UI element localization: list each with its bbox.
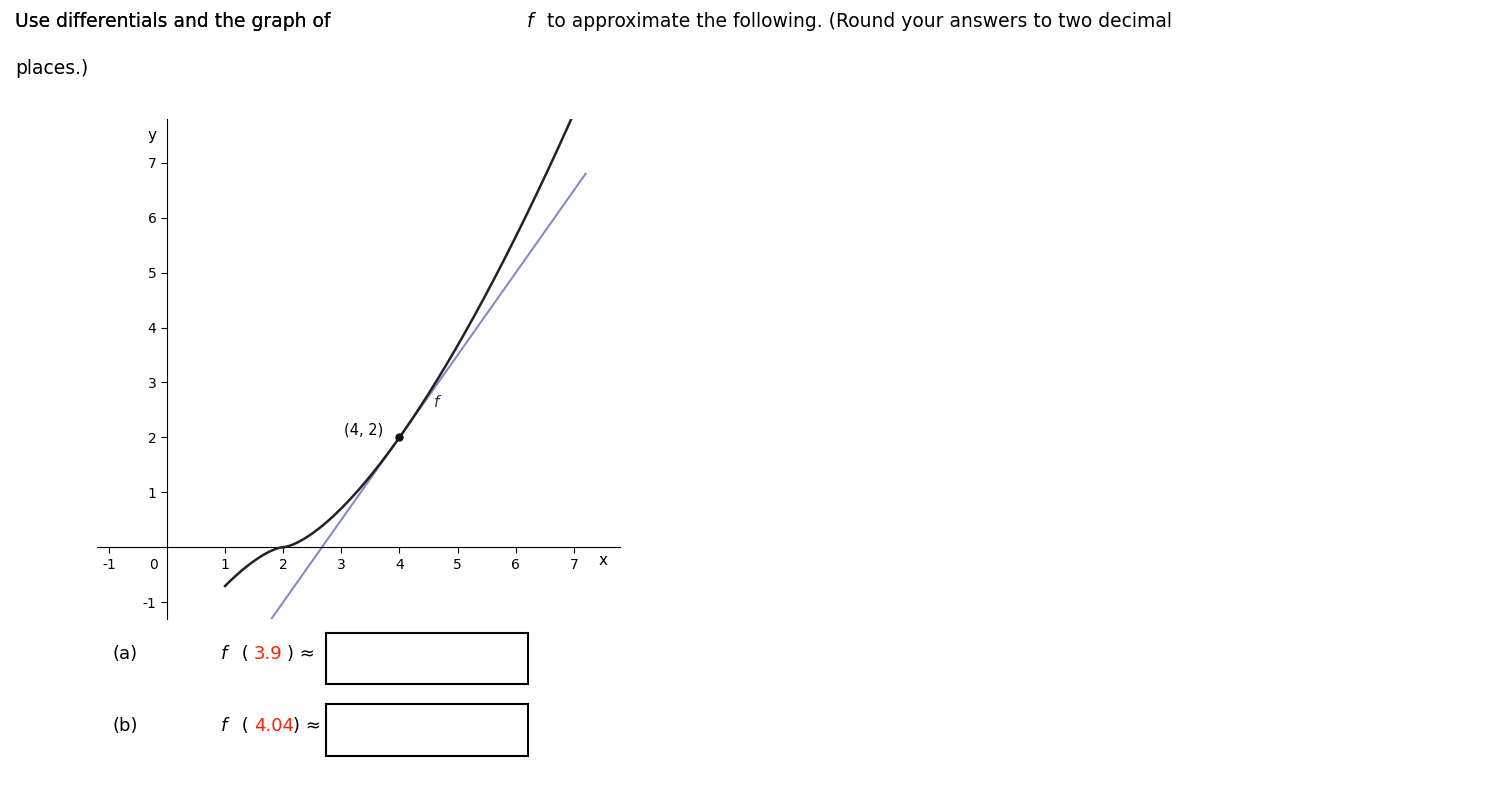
Text: (: (	[236, 717, 250, 734]
Text: (4, 2): (4, 2)	[344, 423, 384, 438]
Text: f: f	[221, 646, 227, 663]
Text: ) ≈: ) ≈	[293, 717, 321, 734]
Text: Use differentials and the graph of: Use differentials and the graph of	[15, 12, 336, 31]
Text: Use differentials and the graph of: Use differentials and the graph of	[15, 12, 336, 31]
Text: f: f	[526, 12, 532, 31]
Text: (: (	[236, 646, 250, 663]
Text: 0: 0	[150, 558, 158, 573]
Text: 4.04: 4.04	[254, 717, 295, 734]
Text: 3.9: 3.9	[254, 646, 283, 663]
Text: y: y	[148, 128, 157, 143]
Text: (a): (a)	[112, 646, 138, 663]
Text: (b): (b)	[112, 717, 138, 734]
Text: x: x	[598, 554, 607, 569]
Text: ) ≈: ) ≈	[287, 646, 315, 663]
Text: to approximate the following. (Round your answers to two decimal: to approximate the following. (Round you…	[541, 12, 1172, 31]
Text: places.): places.)	[15, 59, 88, 79]
Text: f: f	[435, 395, 440, 410]
Text: f: f	[221, 717, 227, 734]
